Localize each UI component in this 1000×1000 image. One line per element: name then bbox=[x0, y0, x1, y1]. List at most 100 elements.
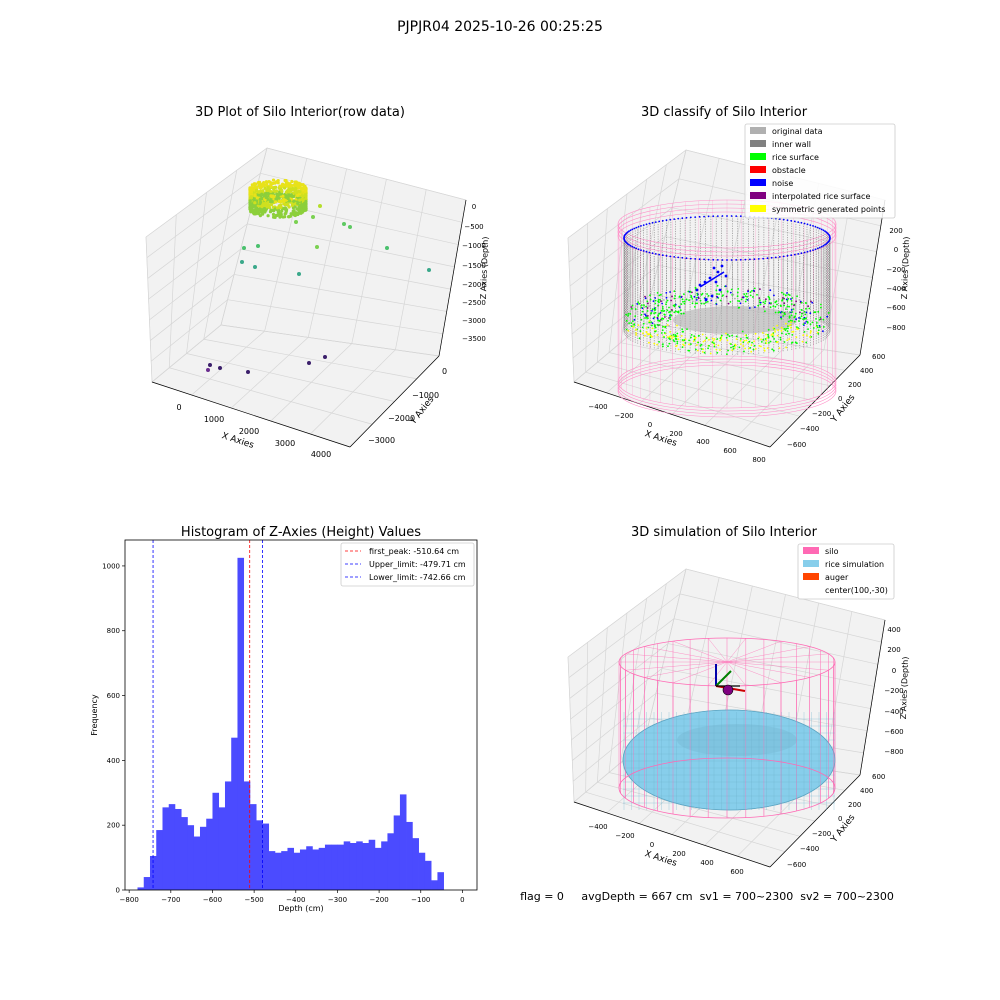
histogram-bar bbox=[243, 781, 251, 890]
p2-point bbox=[647, 302, 649, 305]
p2-xtick: −200 bbox=[614, 412, 633, 420]
histogram-legend-label: first_peak: -510.64 cm bbox=[369, 547, 459, 556]
p2-point bbox=[648, 305, 650, 307]
p1-point bbox=[290, 202, 295, 206]
p2-point bbox=[635, 328, 637, 331]
p2-point bbox=[645, 250, 648, 253]
histogram-bar bbox=[206, 818, 213, 890]
panel2-xticks: −400 −200 0 200 400 600 800 bbox=[588, 403, 765, 464]
p2-point bbox=[683, 300, 686, 303]
p2-point bbox=[694, 302, 697, 305]
p2-point bbox=[776, 324, 779, 327]
p1-point bbox=[296, 184, 300, 188]
p4-legend-swatch bbox=[803, 547, 819, 554]
p2-point bbox=[716, 259, 719, 261]
p2-point bbox=[791, 331, 793, 333]
p4-legend-swatch bbox=[803, 573, 819, 580]
p2-point bbox=[725, 332, 727, 335]
p2-point bbox=[766, 347, 769, 349]
p2-point bbox=[633, 323, 636, 326]
p2-point bbox=[705, 337, 708, 340]
p2-point bbox=[798, 317, 800, 319]
p1-point bbox=[258, 180, 262, 184]
p2-point bbox=[729, 301, 732, 303]
p4-silo-spoke bbox=[708, 638, 728, 663]
p2-point bbox=[753, 344, 756, 347]
grid-line bbox=[632, 332, 846, 371]
p2-point bbox=[660, 310, 663, 312]
p2-point bbox=[654, 324, 656, 327]
p2-point bbox=[674, 337, 677, 340]
p2-point bbox=[774, 331, 776, 333]
p2-point bbox=[667, 319, 669, 322]
p2-point bbox=[785, 327, 788, 330]
p2-point bbox=[783, 328, 786, 330]
p2-point bbox=[702, 348, 705, 351]
histogram-bars bbox=[137, 557, 444, 890]
p1-point bbox=[260, 183, 264, 187]
histogram-bar bbox=[381, 841, 388, 890]
histogram-bar bbox=[418, 852, 426, 890]
p2-point bbox=[782, 255, 785, 258]
p2-point bbox=[808, 307, 811, 310]
p4-xtick: 200 bbox=[672, 850, 685, 858]
p1-point bbox=[288, 214, 293, 218]
p2-point bbox=[793, 304, 795, 307]
histogram-bar bbox=[293, 852, 301, 890]
p2-point bbox=[796, 326, 798, 328]
p2-point bbox=[759, 299, 761, 302]
p2-point bbox=[644, 313, 646, 316]
p2-point bbox=[822, 326, 825, 328]
p1-point bbox=[289, 187, 293, 191]
status-readout: flag = 0 avgDepth = 667 cm sv1 = 700~230… bbox=[520, 890, 894, 903]
p2-point bbox=[750, 350, 753, 353]
p1-point bbox=[266, 188, 270, 193]
p2-point bbox=[676, 342, 679, 345]
p2-point bbox=[670, 299, 672, 302]
p2-point bbox=[681, 217, 684, 220]
p2-point bbox=[716, 215, 719, 218]
p2-point bbox=[788, 305, 790, 308]
p4-legend-swatch bbox=[803, 560, 819, 567]
p2-point bbox=[721, 215, 724, 217]
p2-point bbox=[790, 303, 793, 305]
p2-point bbox=[787, 320, 790, 323]
p1-xtick: 2000 bbox=[239, 427, 259, 436]
p2-point bbox=[635, 332, 637, 334]
p2-point bbox=[669, 318, 672, 321]
p2-point bbox=[749, 258, 751, 261]
p2-ztick: −400 bbox=[886, 285, 905, 293]
p4-zlabel: Z Axies (Depth) bbox=[899, 656, 910, 719]
p2-point bbox=[740, 338, 742, 340]
p2-xtick: −400 bbox=[588, 403, 607, 411]
p1-ytick: −2000 bbox=[388, 414, 415, 423]
panel3-title: Histogram of Z-Axies (Height) Values bbox=[181, 525, 421, 540]
p4-ytick: −600 bbox=[787, 861, 806, 869]
grid-line bbox=[657, 264, 869, 304]
histogram-xtick-label: −800 bbox=[120, 896, 139, 904]
p2-point bbox=[633, 227, 636, 230]
axis-edge bbox=[859, 199, 886, 356]
p2-point bbox=[683, 302, 686, 305]
p1-point bbox=[283, 183, 287, 187]
p2-point bbox=[810, 330, 812, 333]
p2-point bbox=[699, 344, 702, 347]
histogram-bar bbox=[174, 808, 182, 890]
p2-point bbox=[791, 341, 794, 344]
p2-ytick: 600 bbox=[872, 353, 885, 361]
p2-point bbox=[800, 315, 803, 318]
p1-ztick: −2500 bbox=[462, 299, 486, 307]
p2-point bbox=[662, 317, 665, 320]
p2-point bbox=[651, 252, 654, 255]
p2-point bbox=[730, 259, 733, 261]
p2-point bbox=[787, 293, 790, 296]
p2-point bbox=[746, 295, 748, 298]
p2-point bbox=[725, 336, 728, 339]
p2-point bbox=[795, 300, 797, 303]
p1-point bbox=[286, 196, 290, 201]
p2-point bbox=[792, 308, 795, 310]
p2-point bbox=[635, 334, 638, 336]
p2-point bbox=[805, 311, 808, 314]
p2-point bbox=[807, 305, 810, 308]
p2-point bbox=[804, 322, 806, 324]
